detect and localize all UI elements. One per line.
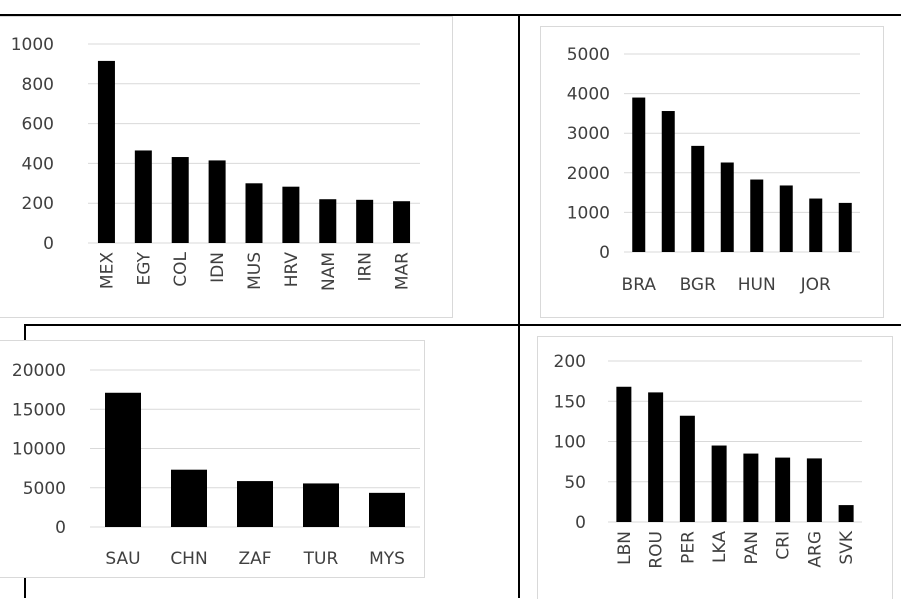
x-tick-label: MEX (97, 252, 117, 289)
bar (838, 505, 854, 522)
x-tick-label: SVK (837, 530, 857, 564)
y-tick-label: 5000 (567, 45, 610, 65)
y-tick-label: 10000 (12, 440, 66, 460)
y-tick-label: 50 (564, 473, 586, 493)
y-tick-label: 3000 (567, 124, 610, 144)
bar (393, 201, 411, 243)
frame-top-rule (0, 14, 901, 16)
bar (809, 198, 823, 252)
bar (282, 186, 300, 243)
bar (245, 183, 263, 243)
x-tick-label: NAM (319, 252, 339, 291)
bar (711, 445, 727, 522)
chart-panel-2 (540, 26, 884, 318)
bar (679, 415, 695, 522)
x-tick-label: BGR (680, 275, 717, 295)
bar (237, 481, 273, 527)
bar (750, 179, 764, 252)
x-tick-label: MYS (369, 549, 405, 569)
bar (208, 160, 226, 243)
x-tick-label: SAU (105, 549, 140, 569)
bar (691, 145, 705, 252)
x-tick-label: ZAF (238, 549, 271, 569)
x-tick-label: TUR (303, 549, 339, 569)
bar (616, 386, 632, 522)
y-tick-label: 200 (22, 194, 54, 214)
bar (171, 157, 189, 243)
bar (356, 199, 374, 243)
y-tick-label: 4000 (567, 85, 610, 105)
x-tick-label: CRI (774, 531, 794, 560)
x-tick-label: LBN (615, 531, 635, 565)
bar (661, 111, 675, 252)
x-tick-label: IDN (208, 252, 228, 283)
frame-vertical-divider (518, 14, 520, 598)
bar (632, 97, 646, 252)
y-tick-label: 1000 (11, 35, 54, 55)
x-tick-label: ROU (647, 531, 667, 569)
y-tick-label: 2000 (567, 164, 610, 184)
x-tick-label: MAR (393, 252, 413, 290)
bar (779, 185, 793, 252)
x-tick-label: PER (678, 531, 698, 564)
chart-panel-3 (0, 340, 425, 578)
bar (720, 162, 734, 252)
y-tick-label: 100 (554, 433, 586, 453)
x-tick-label: EGY (134, 251, 154, 285)
y-tick-label: 600 (22, 115, 54, 135)
y-tick-label: 800 (22, 75, 54, 95)
y-tick-label: 20000 (12, 361, 66, 381)
y-tick-label: 200 (554, 352, 586, 372)
frame-middle-rule (24, 324, 901, 326)
bar (806, 458, 822, 522)
y-tick-label: 150 (554, 392, 586, 412)
bar (97, 60, 115, 243)
x-tick-label: HUN (738, 275, 776, 295)
x-tick-label: CHN (170, 549, 207, 569)
bar (105, 392, 141, 527)
x-tick-label: LKA (710, 531, 730, 563)
x-tick-label: COL (171, 251, 191, 286)
x-tick-label: IRN (356, 252, 376, 282)
x-tick-label: JOR (800, 275, 831, 295)
bar (369, 492, 405, 527)
x-tick-label: ARG (805, 531, 825, 568)
x-tick-label: MUS (245, 252, 265, 290)
bar (838, 202, 852, 252)
chart-panel-1 (0, 16, 453, 318)
y-tick-label: 0 (43, 234, 54, 254)
y-tick-label: 0 (55, 518, 66, 538)
y-tick-label: 0 (599, 243, 610, 263)
x-tick-label: HRV (282, 252, 302, 288)
bar (648, 392, 664, 522)
bar (303, 483, 339, 527)
frame-left-tick (24, 324, 26, 346)
frame-left-tick-bottom (24, 576, 26, 598)
y-tick-label: 400 (22, 154, 54, 174)
x-tick-label: BRA (622, 275, 657, 295)
y-tick-label: 0 (575, 513, 586, 533)
y-tick-label: 1000 (567, 203, 610, 223)
x-tick-label: PAN (742, 531, 762, 565)
bar (743, 453, 759, 522)
bar (775, 457, 791, 522)
y-tick-label: 5000 (23, 479, 66, 499)
bar (319, 199, 337, 243)
y-tick-label: 15000 (12, 400, 66, 420)
bar (171, 469, 207, 527)
bar (134, 150, 152, 243)
